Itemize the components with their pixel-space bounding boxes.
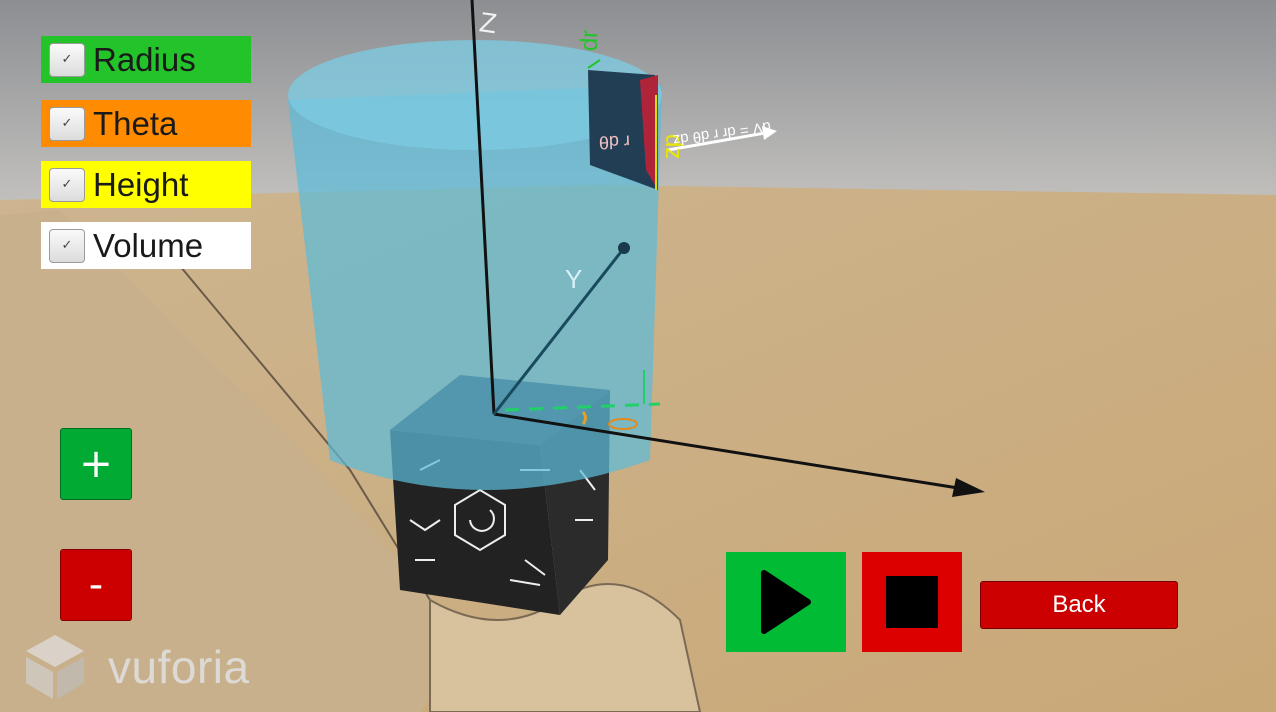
stop-button[interactable] [862,552,962,652]
stop-icon [886,576,938,628]
toggle-theta[interactable]: ✓ Theta [41,100,251,147]
back-label: Back [1052,591,1106,618]
minus-label: - [88,562,104,608]
radius-label: Radius [93,41,196,78]
volume-element-face [588,70,658,190]
z-axis-label: Z [478,6,499,39]
y-axis-tip [618,242,630,254]
volume-element-side [640,75,658,190]
checkmark-icon: ✓ [61,177,73,192]
x-axis [493,412,959,490]
vuforia-logo: vuforia [24,632,250,702]
dv-arrowhead [762,126,777,140]
back-button[interactable]: Back [980,581,1178,629]
theta-marker [608,418,638,430]
radius-dash [504,402,661,412]
r-dtheta-label: r dθ [599,132,631,153]
checkmark-icon: ✓ [61,52,73,67]
x-axis-arrowhead [952,478,985,497]
height-label: Height [93,166,189,203]
toggle-height[interactable]: ✓ Height [41,161,251,208]
vuforia-logo-text: vuforia [108,641,250,693]
checkmark-icon: ✓ [61,238,73,253]
dz-label: dz [660,134,687,159]
dv-arrow [667,131,766,152]
toggle-radius[interactable]: ✓ Radius [41,36,251,83]
z-axis [470,0,496,415]
theta-arc [581,411,587,425]
volume-label: Volume [93,227,204,264]
volume-checkbox[interactable]: ✓ [49,228,85,263]
toggle-volume[interactable]: ✓ Volume [41,222,251,269]
minus-button[interactable]: - [60,549,132,621]
play-button[interactable] [726,552,846,652]
dr-marker [587,59,601,69]
theta-checkbox[interactable]: ✓ [49,106,85,141]
vuforia-cube-icon [26,635,84,699]
plus-label: + [79,441,113,487]
cylinder-top [288,40,662,150]
height-checkbox[interactable]: ✓ [49,167,85,202]
checkmark-icon: ✓ [61,116,73,131]
radius-checkbox[interactable]: ✓ [49,42,85,77]
y-axis [492,247,626,415]
cylinder-body [288,85,662,490]
plus-button[interactable]: + [60,428,132,500]
y-axis-label: Y [565,264,582,294]
dr-label: dr [576,29,604,51]
play-icon [761,570,811,634]
theta-label: Theta [93,105,178,142]
